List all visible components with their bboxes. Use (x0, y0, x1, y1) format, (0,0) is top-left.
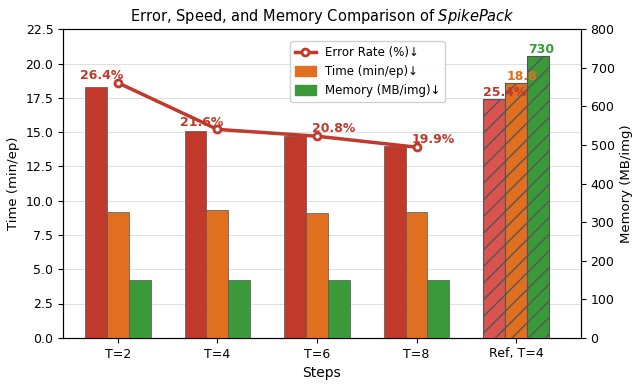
Text: 730: 730 (528, 43, 554, 56)
Text: 21.6%: 21.6% (180, 116, 223, 129)
Bar (129, 280, 150, 338)
Text: 19.9%: 19.9% (412, 133, 455, 146)
Bar (428, 280, 449, 338)
Bar (383, 146, 406, 338)
Bar (306, 213, 328, 338)
Text: 26.4%: 26.4% (80, 69, 124, 82)
Bar (406, 212, 428, 338)
Bar (107, 212, 129, 338)
Bar (505, 83, 527, 338)
Title: Error, Speed, and Memory Comparison of $\it{SpikePack}$: Error, Speed, and Memory Comparison of $… (129, 7, 515, 26)
Bar (184, 131, 207, 338)
Bar (207, 210, 228, 338)
Text: 20.8%: 20.8% (312, 122, 355, 135)
Text: 25.4%: 25.4% (483, 86, 527, 99)
Legend: Error Rate (%)↓, Time (min/ep)↓, Memory (MB/img)↓: Error Rate (%)↓, Time (min/ep)↓, Memory … (290, 41, 445, 102)
Bar (483, 99, 505, 338)
Bar (284, 136, 306, 338)
Bar (228, 280, 250, 338)
Y-axis label: Time (min/ep): Time (min/ep) (7, 137, 20, 230)
Bar (527, 56, 549, 338)
X-axis label: Steps: Steps (303, 366, 341, 380)
Bar (85, 87, 107, 338)
Y-axis label: Memory (MB/img): Memory (MB/img) (620, 124, 633, 243)
Bar (328, 280, 350, 338)
Text: 18.8: 18.8 (506, 70, 537, 83)
